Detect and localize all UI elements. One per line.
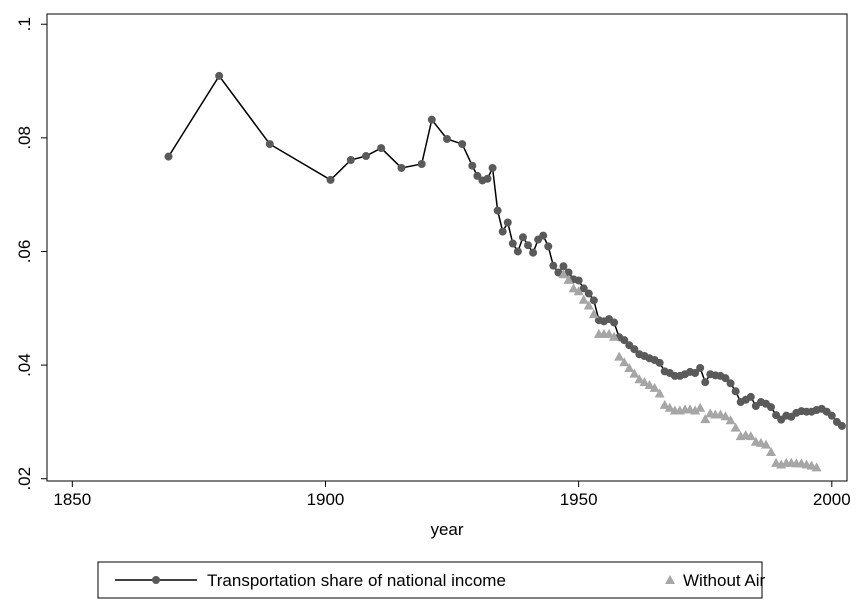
circle-marker [539, 231, 548, 240]
circle-marker [164, 152, 173, 161]
y-tick-label: .02 [15, 467, 34, 491]
triangle-marker [629, 368, 640, 378]
triangle-marker [766, 447, 777, 457]
legend-marker [152, 576, 160, 584]
circle-marker [417, 159, 426, 168]
circle-marker [549, 261, 558, 270]
circle-marker [508, 239, 517, 248]
triangle-marker [664, 402, 675, 412]
circle-marker [498, 227, 507, 236]
circle-marker [326, 175, 335, 184]
circle-marker [655, 358, 664, 367]
legend-label: Without Air [683, 571, 766, 590]
x-tick-label: 1950 [560, 490, 598, 509]
triangle-marker [614, 351, 625, 361]
x-tick-label: 1900 [307, 490, 345, 509]
circle-marker [579, 284, 588, 293]
triangle-marker [634, 374, 645, 384]
plot-frame [46, 13, 848, 482]
circle-marker [488, 163, 497, 172]
circle-marker [610, 318, 619, 327]
circle-marker [696, 363, 705, 372]
circle-marker [701, 378, 710, 387]
circle-marker [559, 262, 568, 271]
circle-marker [529, 248, 538, 257]
circle-marker [554, 268, 563, 277]
circle-marker [458, 140, 467, 149]
y-tick-label: .08 [15, 126, 34, 150]
circle-marker [503, 218, 512, 227]
circle-marker [513, 247, 522, 256]
y-tick-label: .04 [15, 353, 34, 377]
triangle-marker [745, 431, 756, 441]
triangle-marker [568, 283, 579, 293]
circle-marker [427, 115, 436, 124]
circle-marker [544, 242, 553, 251]
triangle-marker [578, 294, 589, 304]
circle-marker [215, 71, 224, 80]
circle-marker [721, 374, 730, 383]
triangle-marker [690, 405, 701, 415]
circle-marker [493, 206, 502, 215]
legend-label: Transportation share of national income [207, 571, 506, 590]
circle-marker [265, 140, 274, 149]
triangle-marker [811, 462, 822, 472]
circle-marker [827, 411, 836, 420]
x-tick-label: 1850 [53, 490, 91, 509]
y-tick-label: .06 [15, 240, 34, 264]
x-tick-label: 2000 [813, 490, 851, 509]
x-axis-label: year [430, 520, 463, 539]
circle-marker [620, 336, 629, 345]
triangle-marker [725, 415, 736, 425]
legend-box [97, 561, 763, 599]
triangle-marker [760, 439, 771, 449]
triangle-marker [700, 414, 711, 424]
circle-marker [726, 379, 735, 388]
circle-marker [837, 421, 846, 430]
triangle-marker [619, 357, 630, 367]
triangle-marker [588, 308, 599, 318]
circle-marker [468, 161, 477, 170]
circle-marker [377, 144, 386, 153]
triangle-marker [573, 286, 584, 296]
circle-marker [584, 289, 593, 298]
triangle-marker [654, 388, 665, 398]
triangle-marker [604, 328, 615, 338]
triangle-marker [720, 411, 731, 421]
circle-marker [564, 268, 573, 277]
circle-marker [589, 296, 598, 305]
y-tick-label: .1 [15, 17, 34, 31]
triangle-marker [624, 362, 635, 372]
triangle-marker [649, 382, 660, 392]
circle-marker [691, 369, 700, 378]
circle-marker [443, 134, 451, 143]
triangle-marker [659, 399, 670, 409]
circle-marker [483, 174, 492, 183]
triangle-marker [558, 269, 569, 279]
circle-marker [746, 392, 755, 401]
circle-marker [397, 163, 406, 172]
circle-marker [346, 156, 355, 165]
circle-marker [630, 345, 639, 354]
triangle-marker [730, 422, 741, 432]
circle-marker [731, 387, 740, 396]
circle-marker [574, 276, 583, 285]
circle-marker [361, 152, 370, 161]
circle-marker [518, 233, 527, 242]
circle-marker [767, 403, 776, 412]
circle-marker [524, 241, 533, 250]
triangle-marker [695, 402, 706, 412]
legend-marker [665, 575, 675, 584]
triangle-marker [563, 274, 574, 284]
triangle-marker [609, 331, 620, 341]
triangle-marker [583, 300, 594, 310]
triangle-marker [639, 377, 650, 387]
triangle-marker [644, 379, 655, 389]
